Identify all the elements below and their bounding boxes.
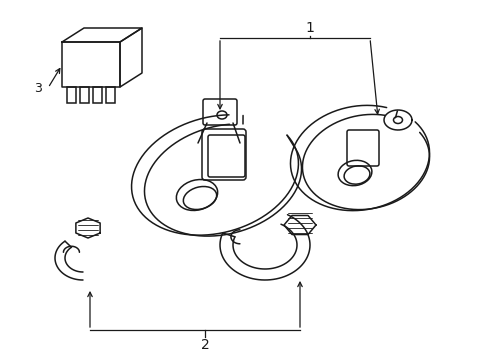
Bar xyxy=(106,87,115,103)
Text: 1: 1 xyxy=(305,21,314,35)
Bar xyxy=(67,87,76,103)
Text: 3: 3 xyxy=(34,81,42,94)
Text: 2: 2 xyxy=(200,338,209,352)
Bar xyxy=(93,87,102,103)
Bar xyxy=(80,87,89,103)
